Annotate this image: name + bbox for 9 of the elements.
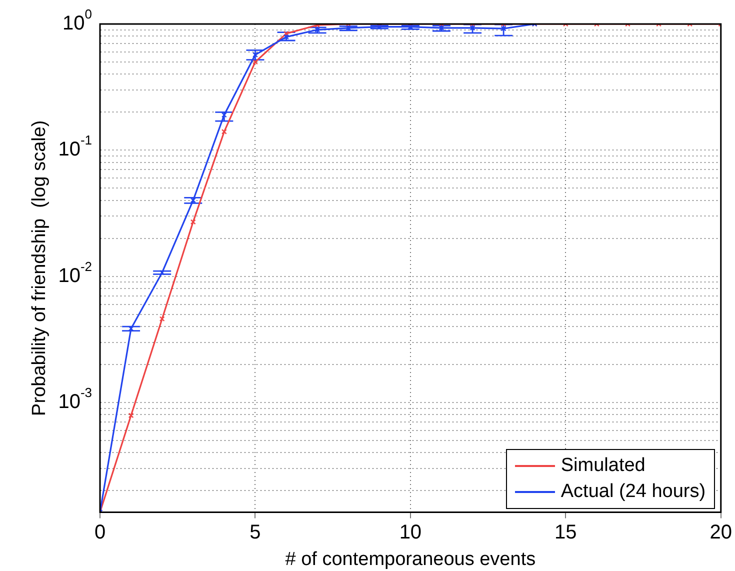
legend-label: Simulated	[560, 454, 646, 478]
x-tick-label: 5	[250, 522, 261, 544]
x-tick-label: 10	[399, 522, 422, 544]
x-tick-label: 20	[710, 522, 732, 544]
y-axis-title: Probability of friendship (log scale)	[29, 120, 50, 416]
x-tick-label: 15	[554, 522, 577, 544]
legend-label: Actual (24 hours)	[560, 480, 706, 504]
x-tick-label: 0	[94, 522, 106, 544]
x-axis-title: # of contemporaneous events	[285, 548, 536, 570]
